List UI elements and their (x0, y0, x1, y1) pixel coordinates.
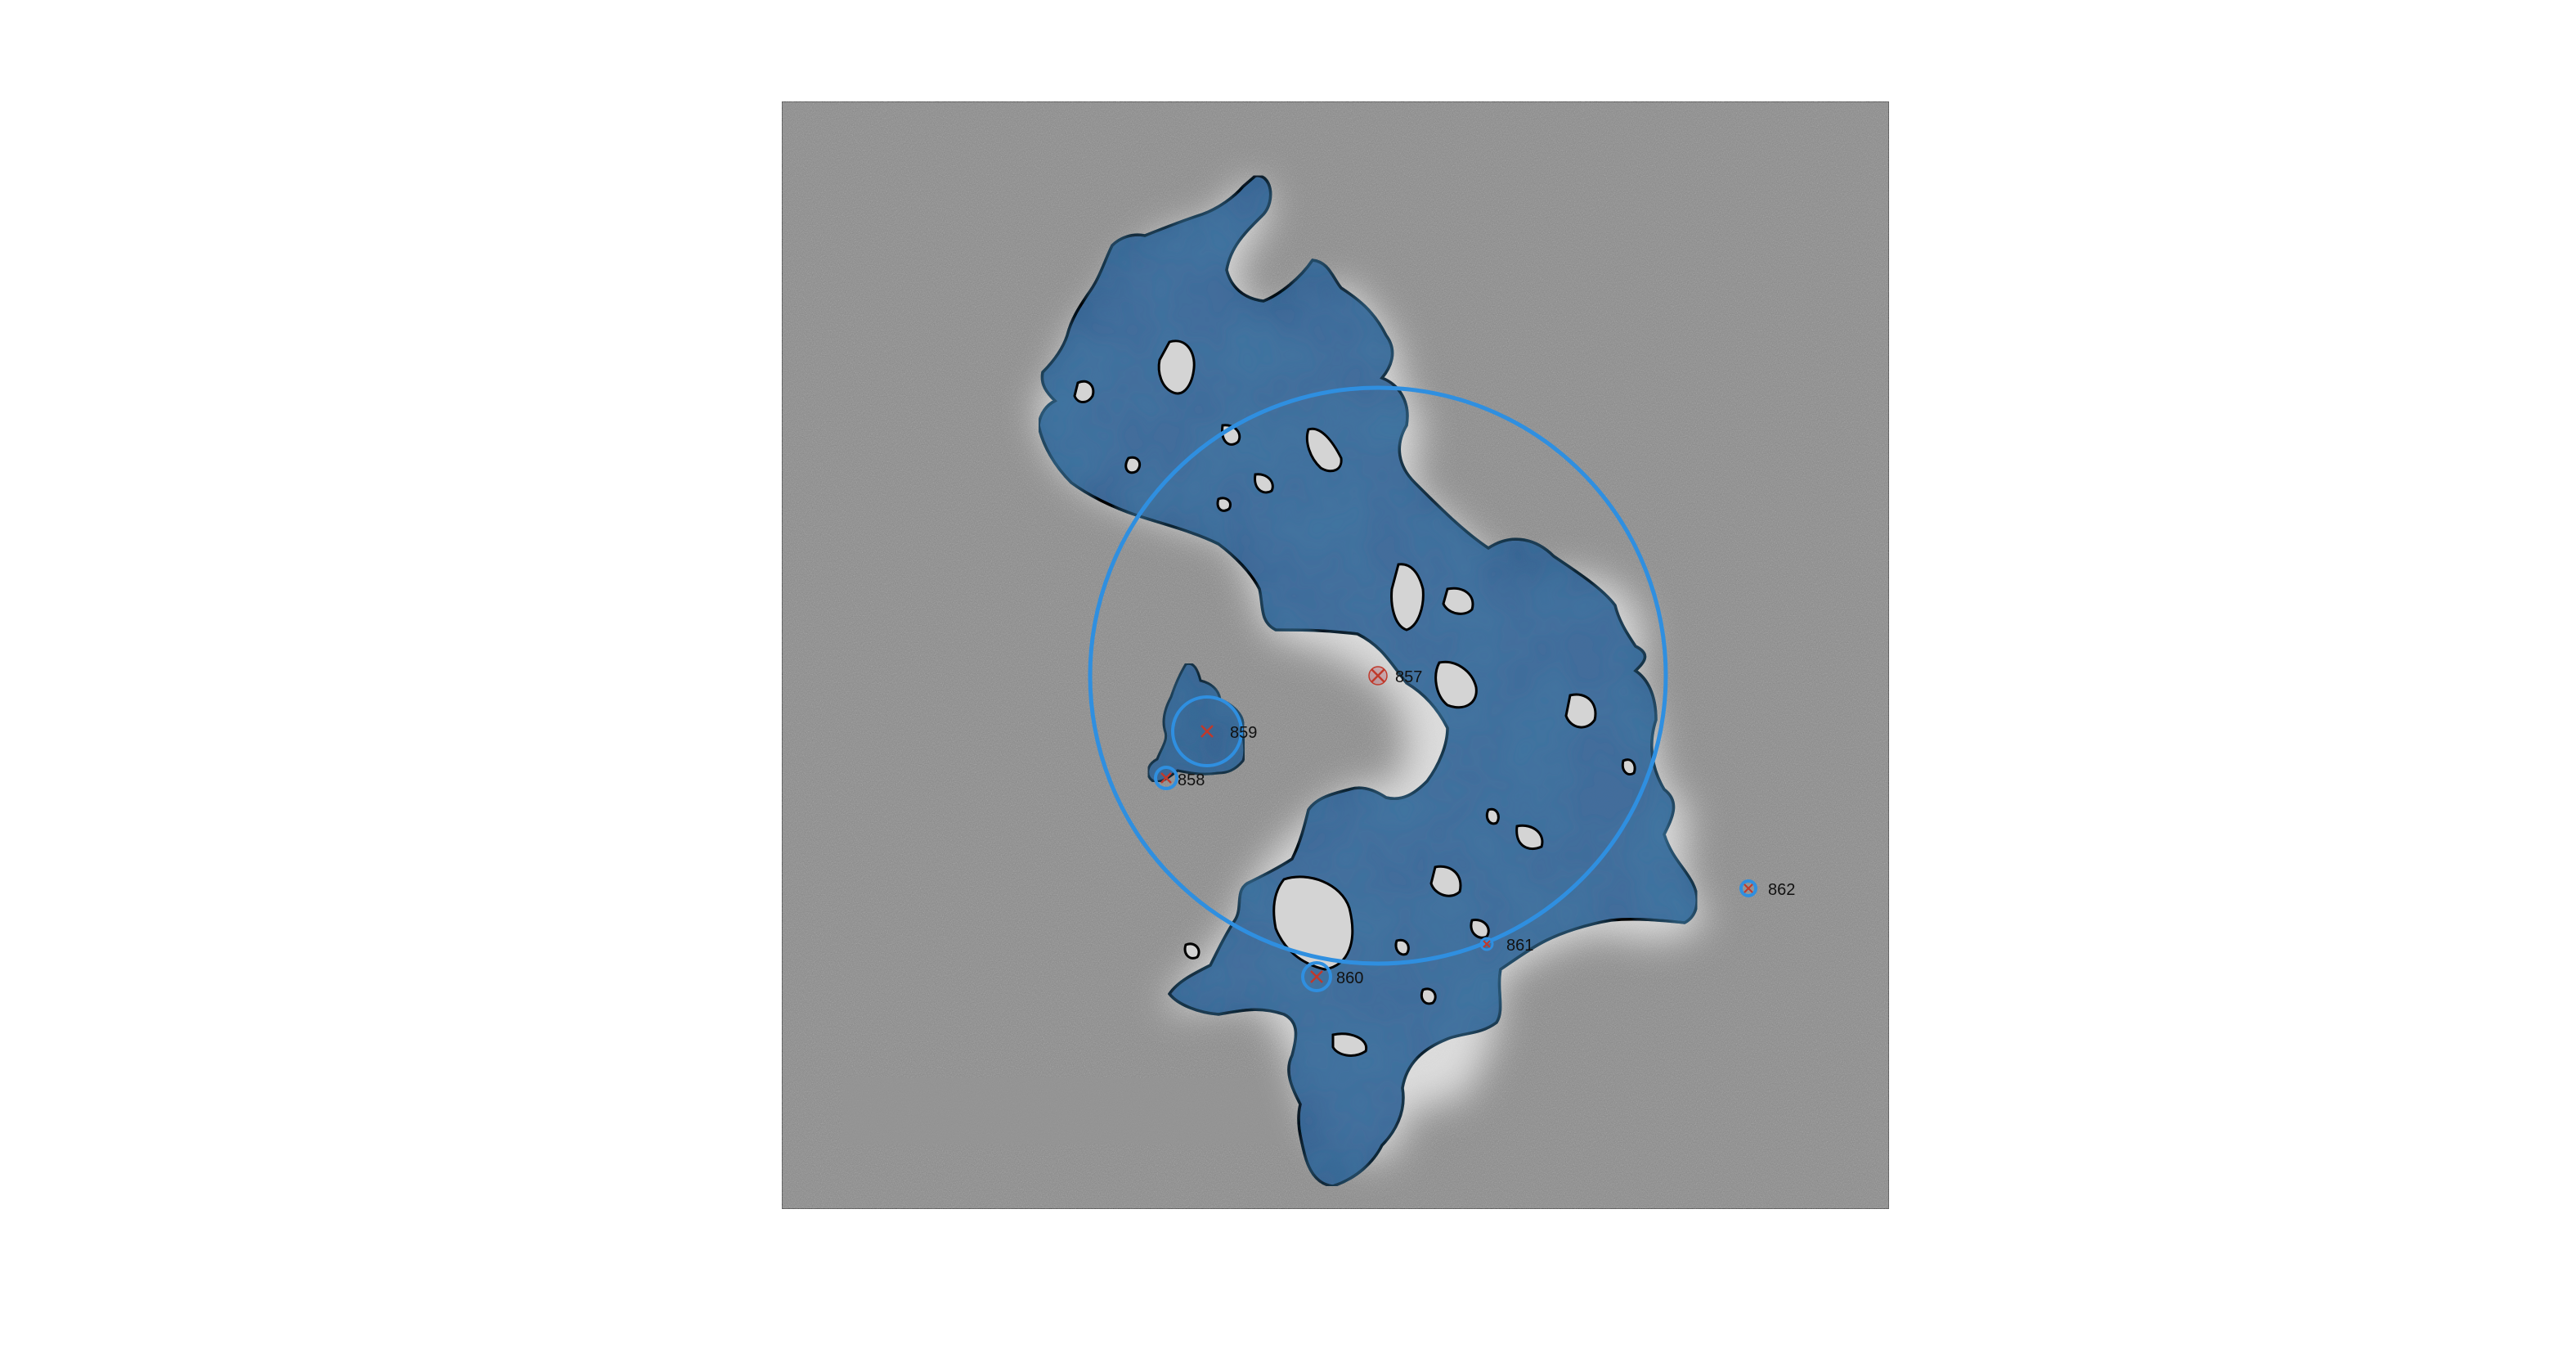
detection-circle-857 (1088, 385, 1668, 966)
label-862: 862 (1768, 881, 1795, 899)
cross-862 (1744, 883, 1753, 893)
noise-patch (842, 1078, 1284, 1144)
annotation-markers (1154, 666, 1757, 992)
cross-859 (1200, 725, 1214, 738)
label-857: 857 (1395, 668, 1422, 686)
circle-859 (1171, 695, 1243, 767)
circle-860 (1301, 961, 1332, 992)
cross-860 (1310, 970, 1323, 983)
circle-858 (1154, 766, 1178, 790)
cross-861 (1483, 940, 1491, 948)
label-861: 861 (1506, 937, 1533, 955)
label-858: 858 (1178, 771, 1205, 789)
circle-862 (1739, 879, 1757, 897)
cross-858 (1160, 772, 1172, 784)
particle-holes (1073, 339, 1636, 1057)
label-859: 859 (1230, 724, 1257, 742)
circle-861 (1479, 937, 1494, 951)
cross-857 (1371, 668, 1385, 683)
label-860: 860 (1336, 969, 1363, 987)
small-particle-region (1147, 662, 1246, 784)
